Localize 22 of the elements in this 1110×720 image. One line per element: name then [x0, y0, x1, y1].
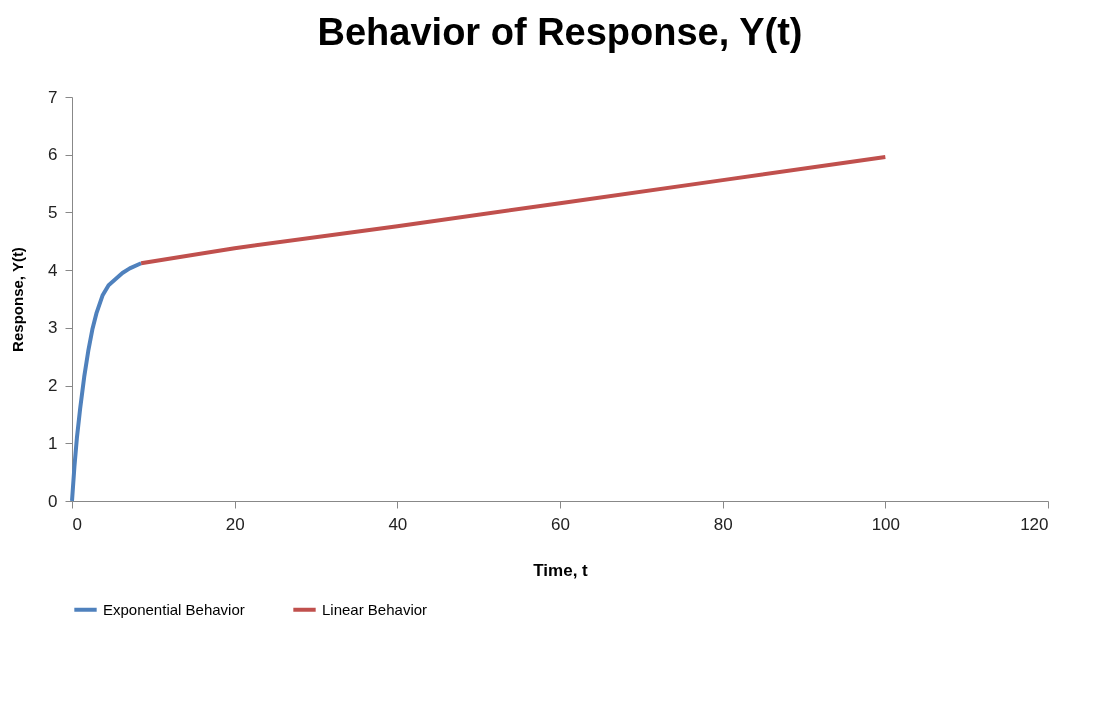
y-tick-label: 1 — [48, 433, 58, 453]
x-tick-label: 80 — [713, 514, 733, 534]
y-axis-title: Response, Y(t) — [9, 247, 27, 352]
x-axis-title: Time, t — [533, 560, 589, 580]
y-tick-label: 3 — [48, 318, 58, 338]
line-series — [70, 261, 144, 503]
x-tick-label: 100 — [871, 514, 901, 534]
x-tick-label: 20 — [225, 514, 245, 534]
x-tick-label: 120 — [1020, 514, 1049, 534]
y-tick-label: 7 — [48, 87, 58, 107]
legend-label: Linear Behavior — [322, 600, 428, 618]
y-tick-label: 6 — [48, 145, 58, 165]
y-tick-label: 0 — [48, 491, 58, 511]
y-tick-label: 2 — [48, 376, 58, 396]
x-tick-label: 0 — [72, 514, 82, 534]
x-tick-label: 60 — [551, 514, 570, 534]
line-series — [139, 155, 888, 266]
x-tick-label: 40 — [388, 514, 408, 534]
y-tick-label: 5 — [48, 202, 58, 222]
chart-title: Behavior of Response, Y(t) — [317, 11, 803, 53]
y-tick-label: 4 — [48, 260, 58, 280]
legend-label: Exponential Behavior — [103, 600, 245, 618]
